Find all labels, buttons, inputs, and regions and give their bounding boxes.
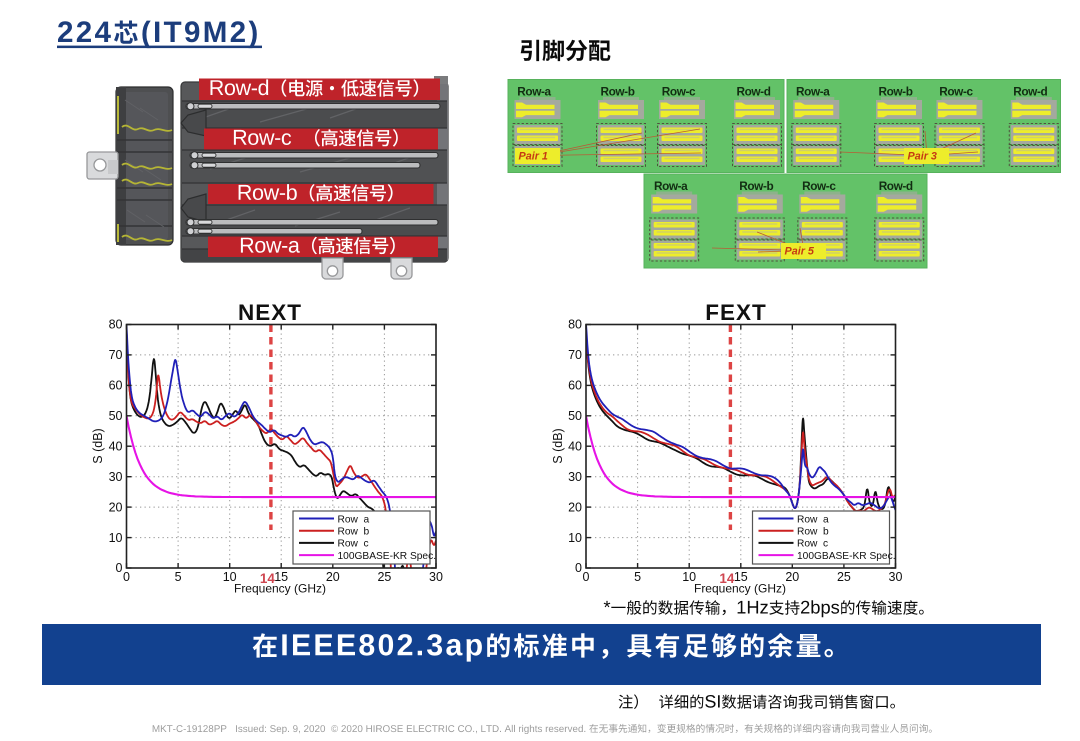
svg-text:Row-c: Row-c [802,179,836,193]
svg-text:Row b: Row b [797,527,829,538]
svg-text:14: 14 [260,571,276,586]
svg-text:80: 80 [109,318,123,332]
svg-text:Row-a: Row-a [796,84,830,98]
svg-text:10: 10 [568,531,582,545]
svg-text:80: 80 [568,318,582,332]
svg-text:Pair 1: Pair 1 [519,151,548,163]
svg-text:100GBASE-KR Spec.: 100GBASE-KR Spec. [797,551,896,562]
svg-text:70: 70 [109,348,123,362]
svg-text:10: 10 [682,570,696,584]
svg-text:40: 40 [568,439,582,453]
svg-text:Row-d: Row-d [879,179,913,193]
svg-text:Frequency (GHz): Frequency (GHz) [234,582,326,596]
svg-text:Row-d: Row-d [1013,84,1047,98]
svg-text:Row a: Row a [797,514,829,525]
svg-text:0: 0 [116,561,123,575]
svg-text:40: 40 [109,439,123,453]
svg-text:Row-a: Row-a [654,179,688,193]
svg-text:S (dB): S (dB) [551,428,565,463]
svg-text:60: 60 [568,379,582,393]
svg-text:20: 20 [785,570,799,584]
svg-text:0: 0 [123,570,130,584]
svg-text:S (dB): S (dB) [91,428,105,463]
svg-text:Row a: Row a [338,514,370,525]
svg-text:Row-b: Row-b [600,84,634,98]
svg-text:60: 60 [109,379,123,393]
svg-text:70: 70 [568,348,582,362]
svg-text:15: 15 [734,570,748,584]
svg-text:14: 14 [719,571,735,586]
svg-text:50: 50 [568,409,582,423]
svg-text:Row-d: Row-d [736,84,770,98]
svg-text:100GBASE-KR Spec.: 100GBASE-KR Spec. [338,551,437,562]
svg-text:Pair 3: Pair 3 [908,151,937,163]
svg-text:25: 25 [837,570,851,584]
svg-text:0: 0 [575,561,582,575]
svg-text:25: 25 [377,570,391,584]
svg-text:Row c: Row c [338,539,369,550]
svg-text:50: 50 [109,409,123,423]
svg-text:Pair 5: Pair 5 [785,246,815,258]
svg-text:10: 10 [223,570,237,584]
svg-text:30: 30 [889,570,903,584]
svg-text:0: 0 [583,570,590,584]
svg-text:20: 20 [568,500,582,514]
svg-text:Row-a: Row-a [517,84,551,98]
svg-text:30: 30 [568,470,582,484]
svg-text:Row-c: Row-c [662,84,696,98]
svg-text:30: 30 [109,470,123,484]
svg-text:15: 15 [274,570,288,584]
svg-text:5: 5 [634,570,641,584]
svg-text:Row-c: Row-c [939,84,973,98]
svg-text:Row-b: Row-b [878,84,912,98]
svg-text:NEXT: NEXT [238,300,302,325]
svg-text:30: 30 [429,570,443,584]
svg-text:20: 20 [109,500,123,514]
svg-text:20: 20 [326,570,340,584]
svg-text:Row b: Row b [338,527,370,538]
svg-text:Row-b: Row-b [739,179,773,193]
svg-text:Frequency (GHz): Frequency (GHz) [694,582,786,596]
svg-text:Row c: Row c [797,539,828,550]
svg-text:10: 10 [109,531,123,545]
svg-text:5: 5 [175,570,182,584]
svg-text:FEXT: FEXT [705,300,767,325]
